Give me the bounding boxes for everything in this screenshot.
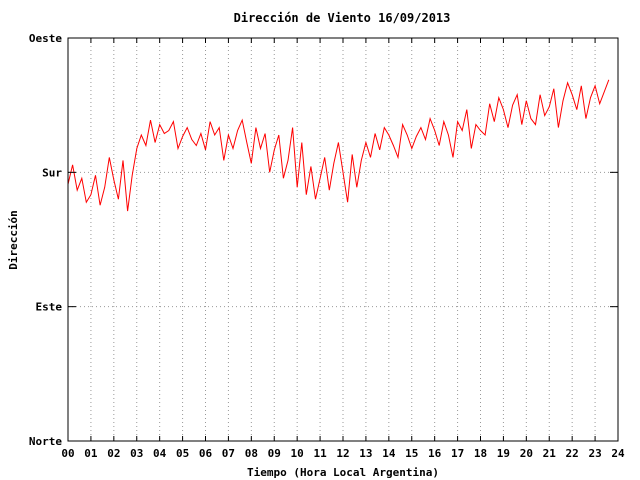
y-tick-label: Sur <box>42 166 62 179</box>
x-tick-label: 02 <box>107 447 120 460</box>
x-tick-label: 04 <box>153 447 167 460</box>
direction-series-line <box>67 79 610 212</box>
axis-ticks <box>67 37 619 442</box>
x-tick-label: 22 <box>566 447 579 460</box>
x-tick-label: 08 <box>245 447 258 460</box>
y-tick-label: Oeste <box>29 32 62 45</box>
y-tick-label: Este <box>36 301 63 314</box>
y-tick-label: Norte <box>29 435 62 448</box>
y-axis-label: Dirección <box>7 210 20 270</box>
x-tick-label: 05 <box>176 447 189 460</box>
x-tick-label: 00 <box>61 447 74 460</box>
x-tick-label: 10 <box>291 447 304 460</box>
x-tick-label: 17 <box>451 447 464 460</box>
y-tick-labels: Norte Este Sur Oeste <box>29 32 62 448</box>
grid-lines <box>68 38 618 441</box>
chart-title: Dirección de Viento 16/09/2013 <box>234 11 451 25</box>
x-tick-label: 14 <box>382 447 396 460</box>
series-lines <box>67 79 610 212</box>
x-tick-label: 11 <box>313 447 327 460</box>
x-axis-label: Tiempo (Hora Local Argentina) <box>247 466 439 479</box>
x-tick-label: 09 <box>268 447 281 460</box>
x-tick-label: 20 <box>520 447 533 460</box>
x-tick-label: 21 <box>543 447 557 460</box>
x-tick-label: 19 <box>497 447 510 460</box>
x-tick-label: 01 <box>84 447 98 460</box>
x-tick-labels: 00 01 02 03 04 05 06 07 08 09 10 11 12 13 14 15 16 17 18 19… <box>61 447 625 460</box>
x-tick-label: 15 <box>405 447 418 460</box>
x-tick-label: 24 <box>611 447 625 460</box>
x-tick-label: 18 <box>474 447 487 460</box>
x-tick-label: 07 <box>222 447 235 460</box>
x-tick-label: 12 <box>336 447 349 460</box>
x-tick-label: 16 <box>428 447 442 460</box>
x-tick-label: 23 <box>588 447 601 460</box>
x-tick-label: 03 <box>130 447 143 460</box>
x-tick-label: 13 <box>359 447 372 460</box>
x-tick-label: 06 <box>199 447 213 460</box>
